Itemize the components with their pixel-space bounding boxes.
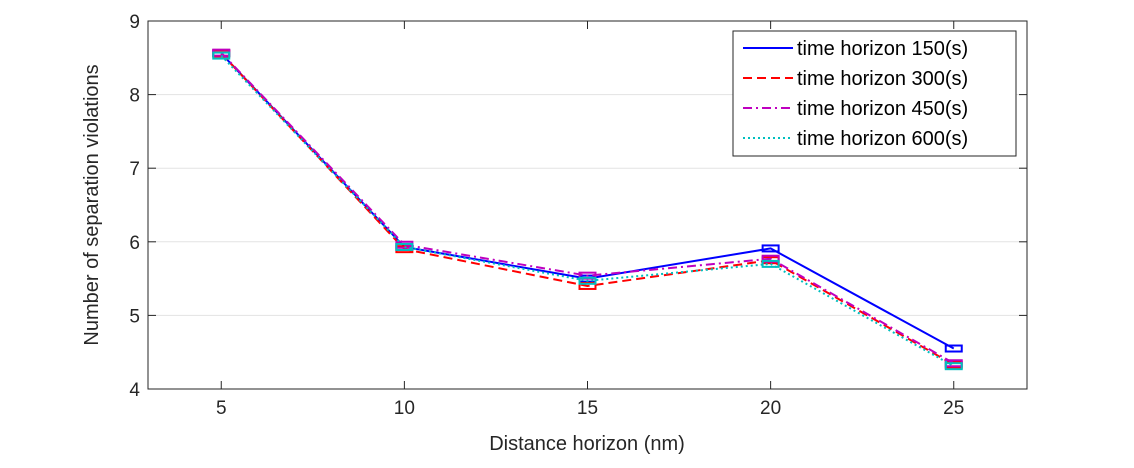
legend-box	[732, 30, 1017, 157]
series-line-3	[220, 54, 955, 368]
series-3-point-1	[395, 242, 414, 251]
x-tick-label-1: 10	[394, 398, 415, 419]
x-tick-label-2: 15	[577, 398, 598, 419]
series-0-point-4	[944, 344, 963, 353]
legend-label-0: time horizon 150(s)	[797, 38, 968, 60]
series-0-point-3	[761, 244, 780, 253]
y-tick-label-1: 5	[129, 306, 140, 327]
series-layer	[212, 48, 963, 371]
series-3-point-4	[944, 362, 963, 371]
x-tick-label-0: 5	[216, 398, 227, 419]
y-axis-title: Number of separation violations	[81, 64, 103, 345]
x-tick-label-3: 20	[760, 398, 781, 419]
series-line-1	[220, 52, 955, 366]
x-axis-title: Distance horizon (nm)	[489, 433, 685, 455]
y-tick-label-4: 8	[129, 86, 140, 107]
legend-label-2: time horizon 450(s)	[797, 98, 968, 120]
grid-lines	[148, 94, 1027, 316]
series-3-point-3	[761, 259, 780, 268]
y-tick-label-3: 7	[129, 159, 140, 180]
legend-label-3: time horizon 600(s)	[797, 128, 968, 150]
y-tick-label-2: 6	[129, 233, 140, 254]
legend-label-1: time horizon 300(s)	[797, 68, 968, 90]
x-axis: 5 10 15 20 25	[216, 21, 964, 419]
series-line-2	[220, 51, 955, 365]
y-tick-label-0: 4	[129, 380, 140, 401]
x-tick-label-4: 25	[943, 398, 964, 419]
series-3-point-2	[578, 276, 597, 285]
legend: time horizon 150(s) time horizon 300(s) ti…	[732, 30, 1017, 157]
series-3-point-0	[212, 51, 231, 60]
y-tick-label-5: 9	[129, 12, 140, 33]
y-axis: 4 5 6 7 8 9	[129, 12, 1027, 401]
